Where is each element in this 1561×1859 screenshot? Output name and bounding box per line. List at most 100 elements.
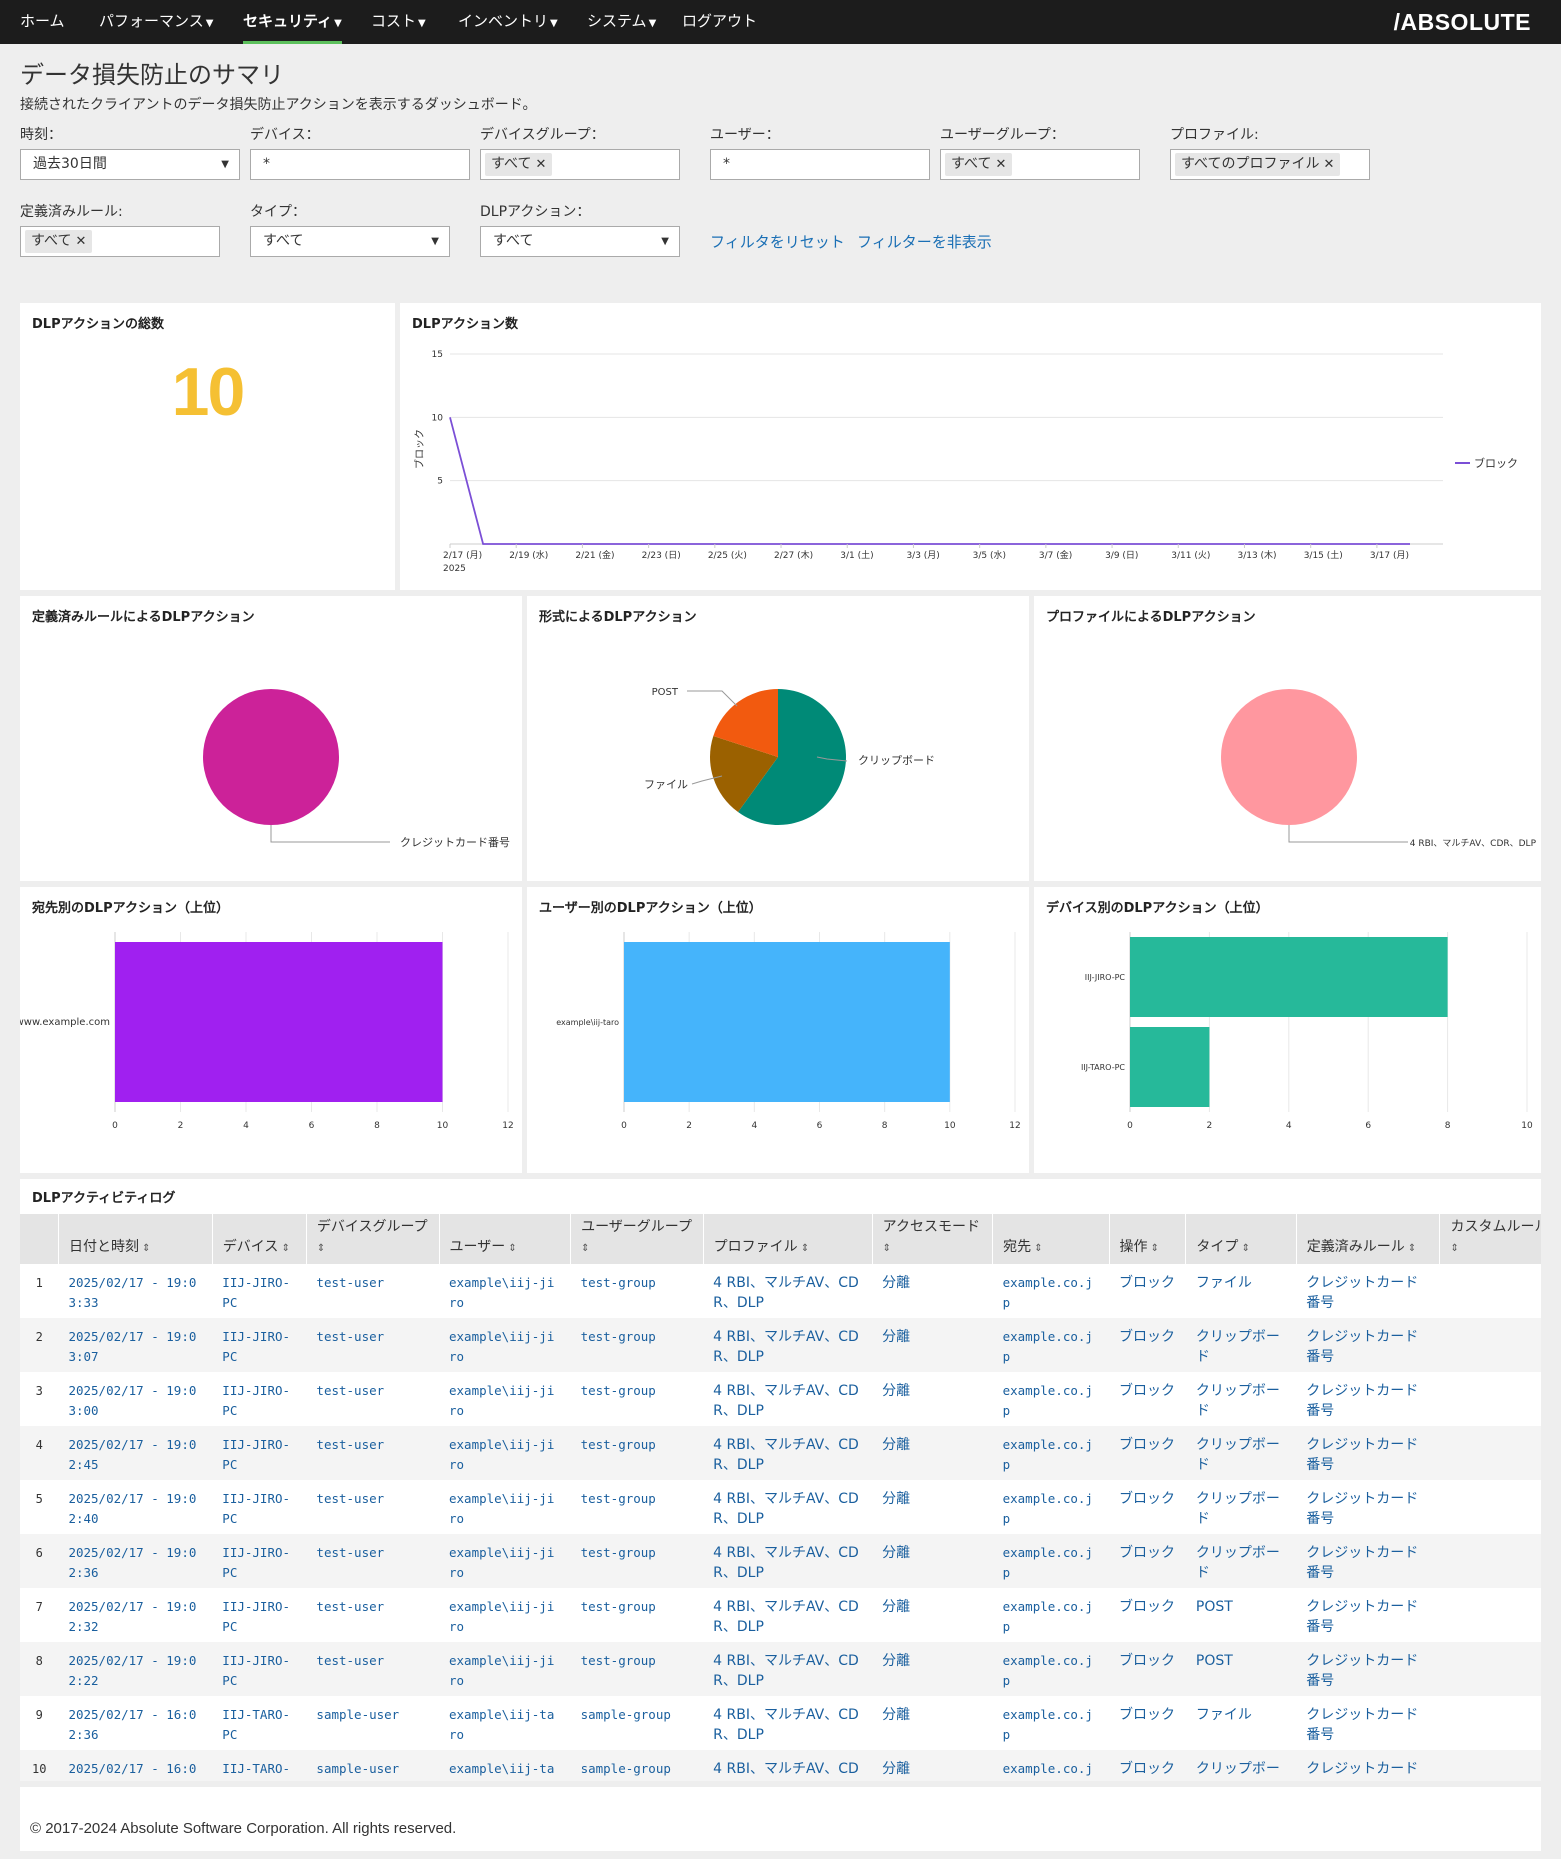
table-cell[interactable]: test-user (316, 1491, 385, 1506)
table-cell[interactable]: test-user (306, 1534, 439, 1588)
dlp-action-filter-select[interactable]: すべて ▼ (480, 226, 680, 257)
nav-item[interactable]: ログアウト (682, 0, 757, 44)
sort-icon[interactable]: ⇕ (882, 1243, 892, 1254)
table-cell[interactable]: 分離 (882, 1383, 911, 1399)
close-icon[interactable]: ✕ (535, 157, 547, 172)
table-cell[interactable]: IIJ-JIRO-PC (222, 1383, 291, 1418)
table-cell[interactable]: 4 RBI、マルチAV、CDR、DLP (703, 1642, 873, 1696)
table-cell[interactable]: クリップボード (1185, 1318, 1297, 1372)
table-cell[interactable]: クリップボード (1185, 1750, 1297, 1781)
column-header[interactable]: タイプ ⇕ (1185, 1214, 1297, 1264)
column-header[interactable]: アクセスモード ⇕ (872, 1214, 994, 1264)
table-cell[interactable]: example\iij-jiro (449, 1383, 555, 1418)
table-cell[interactable]: example\iij-jiro (449, 1491, 555, 1526)
table-cell[interactable]: example.co.jp (992, 1318, 1109, 1372)
table-cell[interactable]: 2025/02/17 - 19:03:00 (68, 1383, 197, 1418)
sort-icon[interactable]: ⇕ (1147, 1243, 1160, 1254)
table-cell[interactable]: 4 RBI、マルチAV、CDR、DLP (703, 1750, 873, 1781)
nav-item[interactable]: インベントリ ▼ (458, 0, 558, 44)
device-filter-input[interactable]: * (250, 149, 470, 180)
table-cell[interactable]: example\iij-jiro (439, 1642, 571, 1696)
table-cell[interactable]: ブロック (1119, 1599, 1175, 1615)
table-cell[interactable]: ブロック (1109, 1426, 1186, 1480)
sort-icon[interactable]: ⇕ (1031, 1243, 1043, 1254)
column-header[interactable]: デバイスグループ ⇕ (306, 1214, 440, 1264)
table-cell[interactable]: example.co.jp (1002, 1707, 1093, 1742)
column-header[interactable]: カスタムルール ⇕ (1439, 1214, 1541, 1264)
table-cell[interactable]: test-user (316, 1599, 385, 1614)
table-cell[interactable]: 4 RBI、マルチAV、CDR、DLP (713, 1491, 859, 1527)
table-cell[interactable]: 4 RBI、マルチAV、CDR、DLP (713, 1707, 859, 1743)
column-header[interactable]: ユーザー ⇕ (439, 1214, 572, 1264)
table-cell[interactable]: test-user (316, 1383, 385, 1398)
device-group-filter[interactable]: すべて ✕ (480, 149, 680, 180)
table-cell[interactable]: example.co.jp (992, 1750, 1109, 1781)
table-row[interactable]: 2 2025/02/17 - 19:03:07 IIJ-JIRO-PC test-us… (20, 1318, 1541, 1372)
table-cell[interactable]: example.co.jp (1002, 1491, 1093, 1526)
column-header[interactable]: 操作 ⇕ (1109, 1214, 1187, 1264)
table-cell[interactable]: POST (1185, 1642, 1297, 1696)
sort-icon[interactable]: ⇕ (505, 1243, 517, 1254)
column-header[interactable]: 宛先 ⇕ (992, 1214, 1110, 1264)
table-cell[interactable]: ブロック (1119, 1275, 1175, 1291)
table-cell[interactable]: 4 RBI、マルチAV、CDR、DLP (713, 1383, 859, 1419)
table-cell[interactable]: test-user (306, 1642, 439, 1696)
type-filter-select[interactable]: すべて ▼ (250, 226, 450, 257)
table-cell[interactable]: ブロック (1119, 1383, 1175, 1399)
table-cell[interactable]: example\iij-taro (449, 1707, 555, 1742)
nav-item[interactable]: ホーム (20, 0, 65, 44)
table-cell[interactable]: test-group (580, 1275, 656, 1290)
table-cell[interactable]: 2025/02/17 - 19:02:22 (58, 1642, 213, 1696)
table-cell[interactable]: クレジットカード番号 (1296, 1750, 1440, 1781)
nav-item[interactable]: パフォーマンス ▼ (99, 0, 213, 44)
table-cell[interactable]: 2025/02/17 - 19:02:40 (68, 1491, 197, 1526)
table-cell[interactable]: クレジットカード番号 (1306, 1599, 1419, 1635)
table-cell[interactable]: クレジットカード番号 (1296, 1534, 1440, 1588)
table-cell[interactable]: クレジットカード番号 (1296, 1318, 1440, 1372)
table-cell[interactable]: IIJ-JIRO-PC (222, 1491, 291, 1526)
table-cell[interactable]: 2025/02/17 - 16:02:36 (68, 1707, 197, 1742)
table-cell[interactable]: test-group (580, 1383, 656, 1398)
table-cell[interactable]: 4 RBI、マルチAV、CDR、DLP (713, 1275, 859, 1311)
table-cell[interactable]: 分離 (872, 1318, 993, 1372)
table-cell[interactable]: example.co.jp (992, 1642, 1109, 1696)
table-cell[interactable]: IIJ-TARO-PC (222, 1707, 291, 1742)
column-header[interactable]: ユーザーグループ ⇕ (570, 1214, 704, 1264)
table-cell[interactable]: ブロック (1109, 1750, 1186, 1781)
table-cell[interactable]: 分離 (872, 1750, 993, 1781)
table-cell[interactable]: test-group (570, 1642, 704, 1696)
table-cell[interactable]: 分離 (882, 1599, 911, 1615)
table-row[interactable]: 6 2025/02/17 - 19:02:36 IIJ-JIRO-PC test-us… (20, 1534, 1541, 1588)
table-cell[interactable]: クリップボード (1185, 1534, 1297, 1588)
table-cell[interactable]: クリップボード (1195, 1491, 1280, 1527)
sort-icon[interactable]: ⇕ (138, 1243, 151, 1254)
table-cell[interactable]: test-user (306, 1318, 439, 1372)
table-cell[interactable]: sample-user (306, 1750, 439, 1781)
table-cell[interactable]: 4 RBI、マルチAV、CDR、DLP (703, 1534, 873, 1588)
table-cell[interactable]: クレジットカード番号 (1296, 1426, 1440, 1480)
table-cell[interactable]: IIJ-TARO-PC (212, 1750, 307, 1781)
table-cell[interactable]: 2025/02/17 - 19:03:07 (58, 1318, 213, 1372)
table-cell[interactable]: example\iij-jiro (439, 1318, 571, 1372)
table-cell[interactable]: test-user (306, 1426, 439, 1480)
sort-icon[interactable]: ⇕ (581, 1243, 590, 1254)
table-cell[interactable]: 2025/02/17 - 19:02:45 (58, 1426, 213, 1480)
table-cell[interactable]: クレジットカード番号 (1306, 1707, 1419, 1743)
table-row[interactable]: 4 2025/02/17 - 19:02:45 IIJ-JIRO-PC test-us… (20, 1426, 1541, 1480)
user-group-filter[interactable]: すべて ✕ (940, 149, 1140, 180)
table-cell[interactable]: example\iij-jiro (449, 1275, 555, 1310)
table-cell[interactable]: 分離 (882, 1707, 911, 1723)
table-cell[interactable]: test-user (316, 1275, 385, 1290)
table-cell[interactable]: example.co.jp (1002, 1599, 1093, 1634)
table-cell[interactable]: IIJ-JIRO-PC (212, 1318, 307, 1372)
close-icon[interactable]: ✕ (75, 234, 87, 249)
reset-filters-link[interactable]: フィルタをリセット (710, 233, 845, 251)
table-cell[interactable]: example.co.jp (1002, 1383, 1093, 1418)
table-cell[interactable]: クレジットカード番号 (1306, 1383, 1419, 1419)
table-cell[interactable]: 4 RBI、マルチAV、CDR、DLP (713, 1599, 859, 1635)
table-cell[interactable]: example.co.jp (1002, 1275, 1093, 1310)
table-row[interactable]: 3 2025/02/17 - 19:03:00 IIJ-JIRO-PC test-us… (20, 1372, 1541, 1426)
close-icon[interactable]: ✕ (995, 157, 1007, 172)
table-cell[interactable]: 2025/02/17 - 16:02:23 (58, 1750, 213, 1781)
sort-icon[interactable]: ⇕ (1450, 1243, 1459, 1254)
